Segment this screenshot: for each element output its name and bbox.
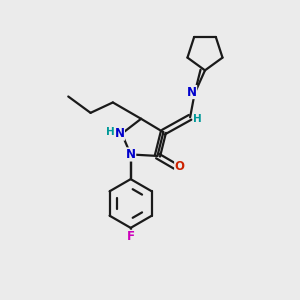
Text: H: H [106, 127, 115, 137]
Text: F: F [127, 230, 135, 243]
Text: N: N [187, 85, 196, 98]
Text: N: N [126, 148, 136, 161]
Text: H: H [193, 114, 202, 124]
Text: O: O [175, 160, 185, 173]
Text: N: N [114, 127, 124, 140]
